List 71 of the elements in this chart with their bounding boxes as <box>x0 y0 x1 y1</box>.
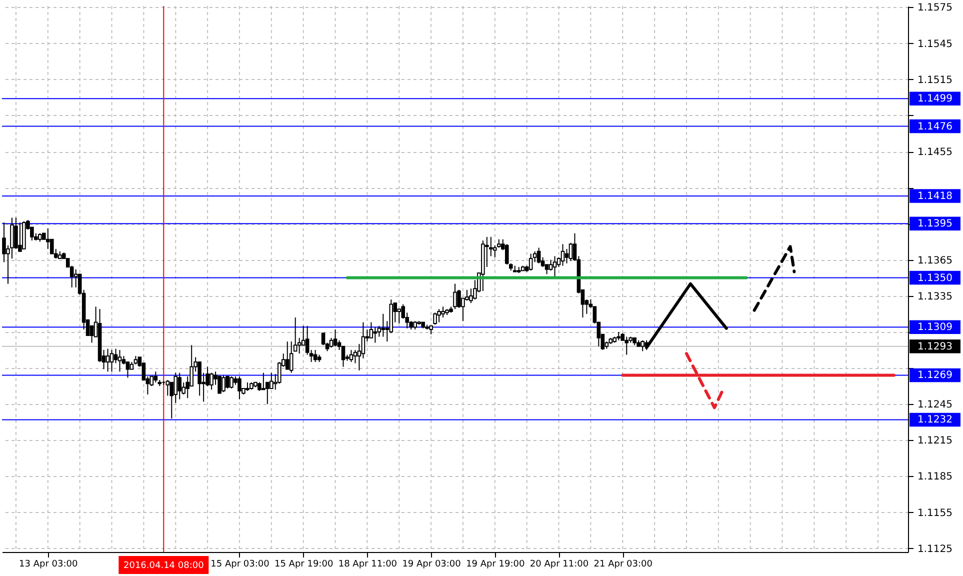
candlestick <box>552 256 557 280</box>
y-tick-label: 1.1545 <box>918 38 952 50</box>
y-tick-label: 1.1185 <box>918 472 952 483</box>
candlestick <box>150 376 154 387</box>
candlestick <box>624 336 629 356</box>
candlestick <box>433 312 437 326</box>
x-tick-label: 18 Apr 11:00 <box>338 560 398 570</box>
x-tick-label: 20 Apr 11:00 <box>530 560 589 570</box>
candlestick <box>166 380 170 396</box>
candlestick <box>178 372 182 400</box>
ref-line-label: 1.1395 <box>918 218 952 230</box>
candlestick <box>441 306 445 318</box>
candlestick <box>118 349 122 372</box>
ref-line-label: 1.1350 <box>918 272 952 284</box>
candlestick <box>329 337 334 348</box>
ref-line-label: 1.1418 <box>918 191 952 202</box>
candlestick <box>126 361 130 378</box>
candlestick <box>437 308 441 323</box>
candlestick <box>285 341 290 370</box>
x-tick-label: 15 Apr 03:00 <box>210 560 270 570</box>
candlestick <box>548 259 553 272</box>
candlestick <box>154 371 158 383</box>
candlestick <box>568 242 573 262</box>
candlestick <box>289 341 294 374</box>
candlestick <box>218 376 222 394</box>
x-tick-label: 15 Apr 19:00 <box>274 560 334 570</box>
candlestick <box>313 349 318 362</box>
x-tick-label: 2016.04.14 08:00 <box>123 561 204 571</box>
candlestick <box>305 325 310 356</box>
y-tick-label: 1.1155 <box>918 508 952 519</box>
ref-line-label: 1.1499 <box>918 94 952 105</box>
y-tick-label: 1.1215 <box>918 436 952 447</box>
candlestick <box>560 244 565 266</box>
y-tick-label: 1.1455 <box>918 147 952 158</box>
candlestick <box>222 374 226 393</box>
y-tick-label: 1.1245 <box>918 400 952 411</box>
candlestick <box>18 222 22 252</box>
ref-line-label: 1.1293 <box>918 341 952 352</box>
candlestick <box>536 247 541 264</box>
ref-line-label: 1.1476 <box>918 121 952 132</box>
candlestick <box>361 322 366 359</box>
candlestick <box>210 372 214 390</box>
y-tick-label: 1.1575 <box>918 2 952 14</box>
candlestick <box>528 253 533 272</box>
candlestick <box>226 376 230 389</box>
candlestick <box>110 349 114 372</box>
candlestick <box>381 313 386 338</box>
candlestick <box>321 332 326 346</box>
x-tick-label: 21 Apr 03:00 <box>594 560 653 570</box>
candlestick <box>106 348 110 372</box>
x-tick-label: 13 Apr 03:00 <box>19 560 78 570</box>
ref-line-label: 1.1269 <box>918 370 952 382</box>
candlestick <box>238 376 242 400</box>
candlestick <box>333 329 338 347</box>
x-tick-label: 19 Apr 03:00 <box>402 560 462 570</box>
y-tick-label: 1.1335 <box>918 291 952 302</box>
candlestick <box>353 349 358 364</box>
candlestick <box>270 372 274 389</box>
candlestick <box>369 322 374 338</box>
y-tick-label: 1.1365 <box>918 255 952 266</box>
candlestick <box>349 349 354 362</box>
ref-line-label: 1.1232 <box>918 414 952 426</box>
candlestick <box>14 217 18 250</box>
candlestick <box>174 372 178 404</box>
candlestick <box>230 376 234 389</box>
y-tick-label: 1.1125 <box>918 544 952 555</box>
y-tick-label: 1.1515 <box>918 74 952 86</box>
x-tick-label: 19 Apr 19:00 <box>466 560 526 570</box>
candlestick <box>373 326 378 344</box>
candlestick <box>453 283 457 310</box>
ref-line-label: 1.1309 <box>918 322 952 334</box>
